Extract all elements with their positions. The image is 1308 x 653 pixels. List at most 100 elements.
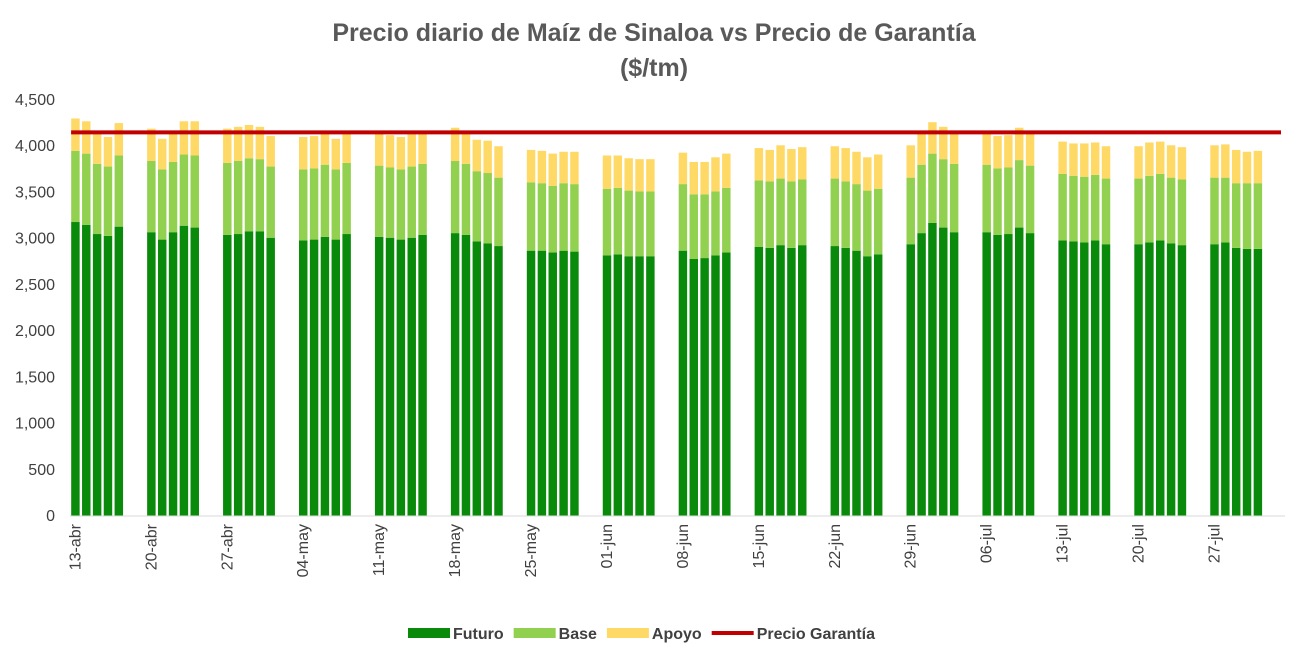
bar-base xyxy=(450,161,460,234)
bar-futuro xyxy=(624,256,633,516)
bar-apoyo xyxy=(255,126,265,160)
x-tick-label: 18-may xyxy=(447,524,464,577)
y-tick-label: 500 xyxy=(28,462,55,479)
bar-base xyxy=(1231,183,1241,248)
bar-base xyxy=(461,163,471,235)
bar-futuro xyxy=(103,235,113,516)
bar-base xyxy=(1145,175,1154,243)
x-tick-label: 15-jun xyxy=(751,524,768,568)
bar-apoyo xyxy=(1004,135,1013,168)
bar-futuro xyxy=(168,232,178,516)
bar-base xyxy=(1210,177,1219,245)
bar-futuro xyxy=(223,234,232,516)
y-axis: 0 500 1,000 1,500 2,000 2,500 3,000 3,500 4,000 4… xyxy=(15,92,55,525)
bar-futuro xyxy=(450,233,460,516)
bar-apoyo xyxy=(1101,146,1111,179)
y-tick-label: 1,500 xyxy=(15,369,55,386)
bar-apoyo xyxy=(949,131,959,164)
bar-futuro xyxy=(863,256,872,516)
legend-swatch xyxy=(513,628,556,638)
x-tick-label: 13-jul xyxy=(1055,524,1072,563)
bar-futuro xyxy=(299,240,308,516)
bar-futuro xyxy=(526,250,536,516)
bar-base xyxy=(1025,165,1035,234)
bar-futuro xyxy=(71,222,80,516)
bar-apoyo xyxy=(787,149,796,182)
bar-base xyxy=(1069,175,1078,242)
bar-base xyxy=(255,159,265,232)
bar-base xyxy=(1014,160,1024,228)
bar-apoyo xyxy=(71,118,80,151)
x-tick-label: 04-may xyxy=(295,524,312,577)
bar-apoyo xyxy=(147,128,156,162)
bar-apoyo xyxy=(689,161,698,195)
bar-futuro xyxy=(385,237,395,517)
bar-apoyo xyxy=(331,138,341,170)
y-tick-label: 2,500 xyxy=(15,277,55,294)
bar-apoyo xyxy=(374,133,384,166)
bar-futuro xyxy=(407,237,416,517)
y-tick-label: 0 xyxy=(46,508,55,525)
bar-futuro xyxy=(635,256,644,516)
bar-futuro xyxy=(689,259,698,516)
bar-futuro xyxy=(993,234,1002,516)
bar-apoyo xyxy=(754,148,764,181)
bar-apoyo xyxy=(418,131,427,164)
bar-base xyxy=(570,184,579,252)
bar-apoyo xyxy=(711,157,720,192)
bar-futuro xyxy=(1134,244,1143,516)
bar-apoyo xyxy=(244,124,254,159)
bar-base xyxy=(949,163,959,233)
bar-futuro xyxy=(1210,244,1219,516)
bar-apoyo xyxy=(1014,127,1024,161)
bar-base xyxy=(917,164,926,234)
bar-futuro xyxy=(841,247,850,516)
bar-base xyxy=(342,162,351,235)
bar-base xyxy=(494,177,503,247)
bar-futuro xyxy=(765,247,774,516)
bar-futuro xyxy=(244,231,254,516)
bar-apoyo xyxy=(982,132,991,165)
bar-base xyxy=(548,185,557,253)
bar-base xyxy=(1177,179,1187,246)
bar-apoyo xyxy=(841,148,850,182)
bar-base xyxy=(678,184,688,251)
bar-apoyo xyxy=(526,149,536,183)
bar-apoyo xyxy=(939,126,948,160)
bar-base xyxy=(830,178,840,247)
bar-futuro xyxy=(190,227,199,516)
y-tick-label: 1,000 xyxy=(15,416,55,433)
bar-apoyo xyxy=(1221,144,1230,178)
bar-base xyxy=(472,171,482,242)
bar-base xyxy=(613,187,623,255)
bar-base xyxy=(624,190,633,257)
bar-base xyxy=(320,164,330,237)
bar-apoyo xyxy=(168,131,178,162)
bar-apoyo xyxy=(928,122,937,154)
bar-base xyxy=(928,153,937,223)
bar-base xyxy=(982,164,991,233)
bar-apoyo xyxy=(407,134,416,167)
bar-base xyxy=(168,161,178,233)
bar-futuro xyxy=(1156,240,1165,516)
bar-base xyxy=(1253,183,1263,249)
bar-base xyxy=(82,153,91,225)
bar-futuro xyxy=(233,234,243,517)
bar-apoyo xyxy=(494,146,503,178)
bar-futuro xyxy=(472,241,482,516)
bar-futuro xyxy=(700,258,709,516)
x-tick-label: 11-may xyxy=(371,524,388,576)
bar-base xyxy=(71,150,80,223)
bar-apoyo xyxy=(1253,150,1263,184)
bar-base xyxy=(863,190,872,257)
bar-futuro xyxy=(331,239,341,516)
bar-base xyxy=(873,188,883,255)
bar-base xyxy=(483,173,492,244)
legend-label: Base xyxy=(559,626,597,643)
bar-apoyo xyxy=(1231,149,1241,184)
bar-futuro xyxy=(646,256,655,516)
bar-base xyxy=(396,169,406,240)
bar-base xyxy=(1004,167,1013,235)
x-tick-label: 20-abr xyxy=(143,523,160,570)
bar-base xyxy=(331,169,341,240)
